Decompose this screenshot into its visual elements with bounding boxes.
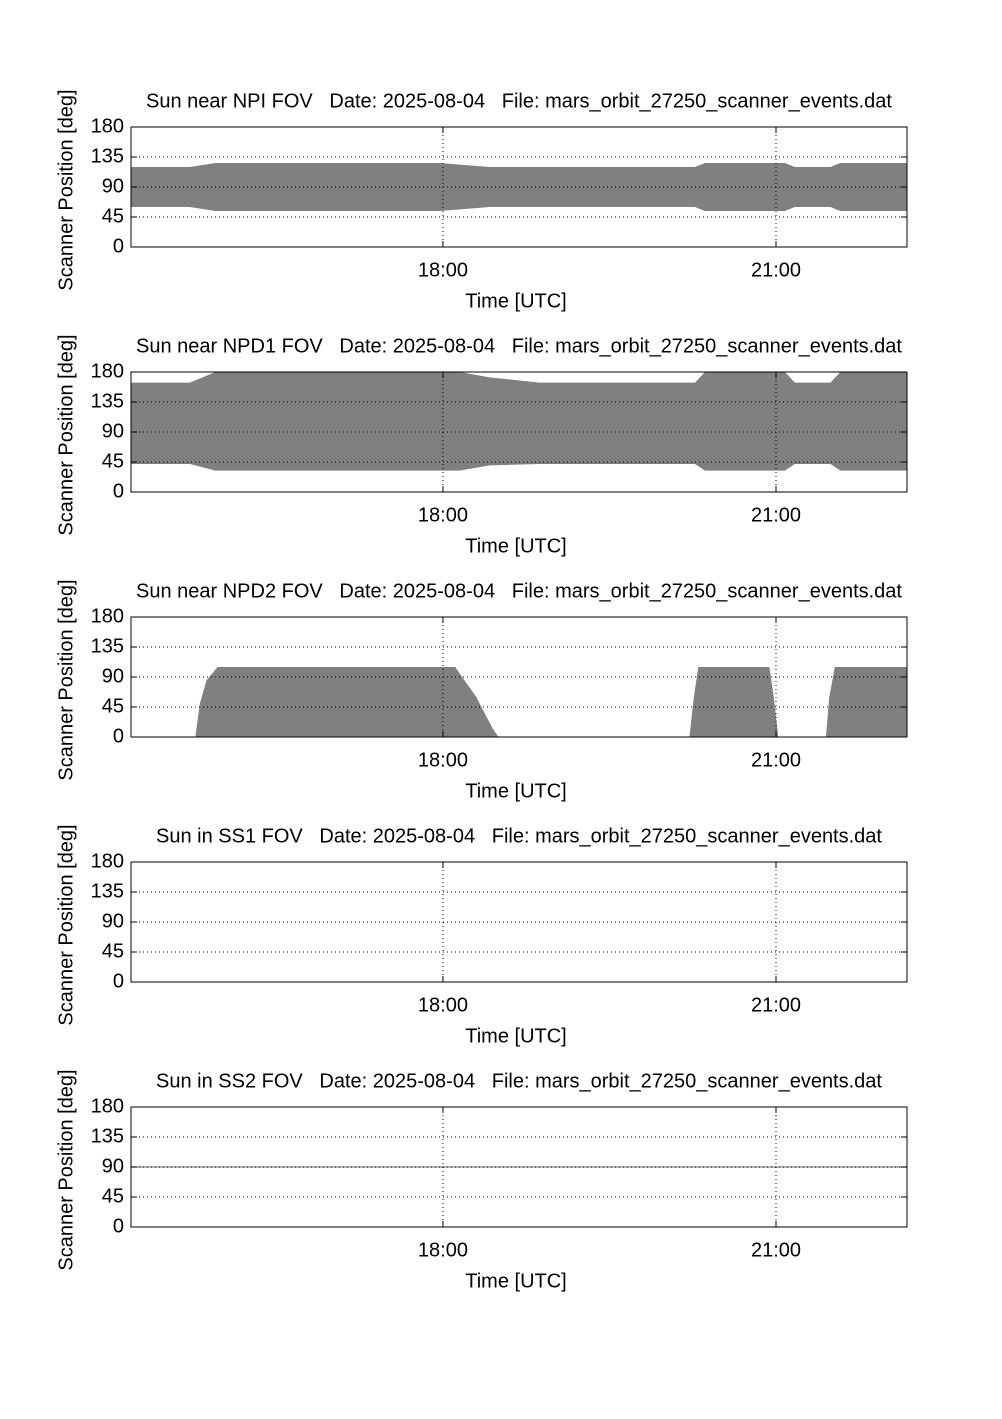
- y-tick-label: 45: [102, 450, 124, 472]
- x-tick-label: 18:00: [418, 1239, 468, 1261]
- x-tick-label: 18:00: [418, 749, 468, 771]
- plot-frame: [130, 861, 908, 983]
- y-tick-label: 180: [91, 850, 124, 872]
- y-tick-label: 45: [102, 205, 124, 227]
- y-tick-label: 180: [91, 605, 124, 627]
- chart-title: Sun near NPD1 FOV Date: 2025-08-04 File:…: [136, 335, 902, 357]
- y-tick-label: 180: [91, 1095, 124, 1117]
- y-tick-label: 0: [113, 725, 124, 747]
- range-area: [131, 372, 907, 471]
- y-tick-label: 180: [91, 115, 124, 137]
- y-axis-label: Scanner Position [deg]: [55, 89, 77, 290]
- y-tick-label: 180: [91, 360, 124, 382]
- y-tick-label: 90: [102, 665, 124, 687]
- subplot: 0 45 90 135 180 18:00 21:00 Sun in SS2 FOV Date…: [55, 1069, 908, 1292]
- y-tick-label: 135: [91, 880, 124, 902]
- y-tick-label: 90: [102, 1155, 124, 1177]
- plot-frame: [130, 126, 908, 248]
- plot-frame: [130, 616, 908, 738]
- x-tick-label: 21:00: [751, 1239, 801, 1261]
- y-tick-label: 45: [102, 695, 124, 717]
- chart-title: Sun in SS1 FOV Date: 2025-08-04 File: ma…: [156, 825, 882, 847]
- y-tick-label: 90: [102, 175, 124, 197]
- x-tick-label: 21:00: [751, 994, 801, 1016]
- x-tick-label: 21:00: [751, 504, 801, 526]
- y-tick-label: 0: [113, 480, 124, 502]
- x-tick-label: 21:00: [751, 259, 801, 281]
- subplot: 0 45 90 135 180 18:00 21:00 Sun in SS1 FOV Date…: [55, 824, 908, 1047]
- subplot: 0 45 90 135 180 18:00 21:00 Sun near NPD1 FOV D…: [55, 334, 908, 557]
- x-tick-label: 18:00: [418, 259, 468, 281]
- y-tick-label: 135: [91, 635, 124, 657]
- x-tick-label: 18:00: [418, 994, 468, 1016]
- y-tick-label: 90: [102, 910, 124, 932]
- y-axis-label: Scanner Position [deg]: [55, 334, 77, 535]
- y-axis-label: Scanner Position [deg]: [55, 579, 77, 780]
- plot-frame: [130, 1106, 908, 1228]
- x-axis-label: Time [UTC]: [465, 290, 566, 312]
- x-axis-label: Time [UTC]: [465, 1270, 566, 1292]
- x-axis-label: Time [UTC]: [465, 780, 566, 802]
- y-tick-label: 0: [113, 235, 124, 257]
- x-axis-label: Time [UTC]: [465, 1025, 566, 1047]
- subplot: 0 45 90 135 180 18:00 21:00 Sun near NPD2 FOV D…: [55, 579, 908, 802]
- y-axis-label: Scanner Position [deg]: [55, 824, 77, 1025]
- y-tick-label: 45: [102, 940, 124, 962]
- y-tick-label: 135: [91, 145, 124, 167]
- plot-frame: [130, 371, 908, 493]
- y-axis-label: Scanner Position [deg]: [55, 1069, 77, 1270]
- chart-title: Sun near NPD2 FOV Date: 2025-08-04 File:…: [136, 580, 902, 602]
- y-tick-label: 0: [113, 970, 124, 992]
- chart-title: Sun in SS2 FOV Date: 2025-08-04 File: ma…: [156, 1070, 882, 1092]
- y-tick-label: 135: [91, 390, 124, 412]
- chart-title: Sun near NPI FOV Date: 2025-08-04 File: …: [146, 90, 892, 112]
- x-tick-label: 21:00: [751, 749, 801, 771]
- y-tick-label: 45: [102, 1185, 124, 1207]
- subplot: 0 45 90 135 180 18:00 21:00 Sun near NPI FOV Da…: [55, 89, 908, 312]
- y-tick-label: 90: [102, 420, 124, 442]
- x-tick-label: 18:00: [418, 504, 468, 526]
- y-tick-label: 135: [91, 1125, 124, 1147]
- y-tick-label: 0: [113, 1215, 124, 1237]
- x-axis-label: Time [UTC]: [465, 535, 566, 557]
- range-area: [131, 667, 907, 737]
